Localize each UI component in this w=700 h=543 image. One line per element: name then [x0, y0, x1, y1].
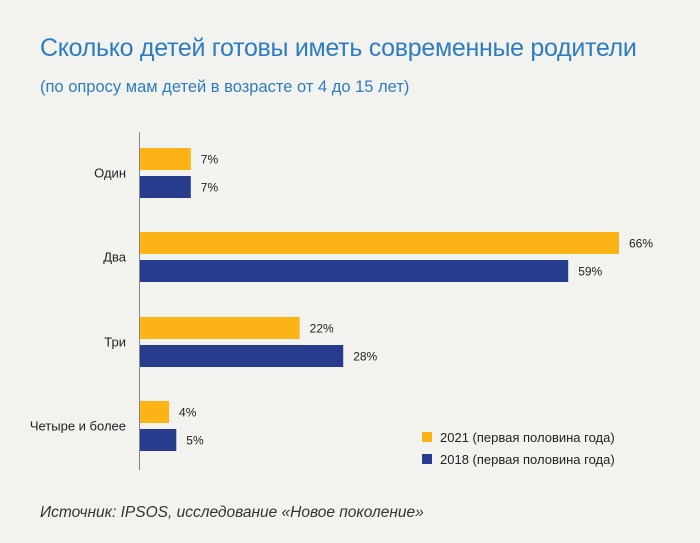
data-label: 59% — [578, 265, 602, 279]
data-label: 7% — [201, 181, 219, 195]
legend-label-2018: 2018 (первая половина года) — [440, 451, 615, 467]
data-label: 22% — [310, 322, 334, 336]
legend-swatch-2018 — [422, 454, 432, 464]
bar-2018 — [140, 429, 177, 451]
bar-2018 — [140, 345, 344, 367]
legend-item-2018: 2018 (первая половина года) — [422, 448, 615, 470]
legend-item-2021: 2021 (первая половина года) — [422, 426, 615, 448]
source-note: Источник: IPSOS, исследование «Новое пок… — [40, 504, 424, 521]
bar-2021 — [140, 148, 191, 170]
legend-label-2021: 2021 (первая половина года) — [440, 429, 615, 445]
bar-2021 — [140, 401, 170, 423]
bar-2018 — [140, 260, 569, 282]
bar-2021 — [140, 317, 300, 339]
data-label: 28% — [353, 350, 377, 364]
bar-2018 — [140, 176, 191, 198]
legend-swatch-2021 — [422, 432, 432, 442]
category-label: Два — [103, 250, 127, 265]
category-label: Три — [104, 335, 126, 350]
chart-subtitle: (по опросу мам детей в возрасте от 4 до … — [40, 78, 410, 96]
data-label: 4% — [179, 406, 197, 420]
data-label: 7% — [201, 153, 219, 167]
data-label: 5% — [186, 434, 204, 448]
chart-title: Сколько детей готовы иметь современные р… — [40, 34, 637, 62]
category-label: Один — [94, 166, 126, 181]
category-label: Четыре и более — [30, 419, 126, 434]
data-label: 66% — [629, 237, 653, 251]
bar-2021 — [140, 232, 619, 254]
legend: 2021 (первая половина года) 2018 (первая… — [422, 426, 615, 470]
bar-chart: Один 7% 7% Два 66% 59% Три 22% 28% Четыре и более… — [30, 132, 653, 470]
